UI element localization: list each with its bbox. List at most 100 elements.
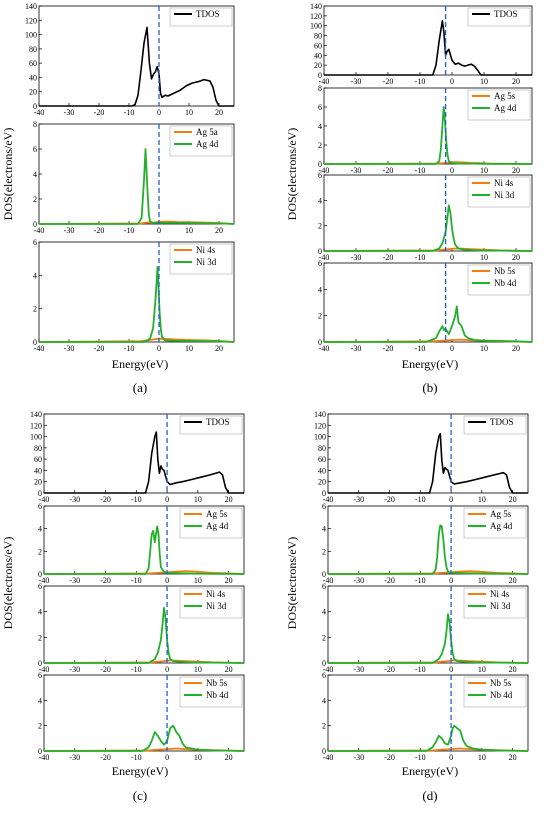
legend: Ag 5s Ag 4d <box>467 89 531 121</box>
legend-label: Nb 5s <box>490 678 512 688</box>
x-tick-label: -40 <box>39 665 50 674</box>
subplot: 0 2 4 6 -40 -30 -20 -10 0 10 20 Ag 5s Ag 4d <box>38 502 245 585</box>
y-tick-label: 100 <box>314 433 326 442</box>
y-tick-label: 2 <box>33 305 37 314</box>
y-tick-label: 120 <box>310 12 322 21</box>
x-tick-label: 0 <box>449 495 453 504</box>
series-line-ag-4d <box>328 524 529 575</box>
series-line-ni-3d <box>328 613 529 664</box>
y-tick-label: 4 <box>322 525 326 534</box>
x-tick-label: -10 <box>415 495 426 504</box>
x-tick-label: -30 <box>353 495 364 504</box>
series-line-ni-3d <box>39 266 235 343</box>
y-tick-label: 40 <box>29 73 37 82</box>
y-tick-label: 0 <box>322 489 326 498</box>
y-axis-label: DOS(electrons/eV) <box>1 128 15 221</box>
x-tick-label: -30 <box>69 495 80 504</box>
x-tick-label: -10 <box>124 108 135 117</box>
x-tick-label: -10 <box>415 576 426 585</box>
x-tick-label: -20 <box>384 665 395 674</box>
x-tick-label: 20 <box>225 495 233 504</box>
subplot: 0 2 4 6 -40 -30 -20 -10 0 10 20 Ni 4s Ni 3d <box>318 171 533 262</box>
legend-label: Nb 4d <box>494 278 517 288</box>
legend-label: TDOS <box>494 9 518 19</box>
y-tick-label: 80 <box>29 45 37 54</box>
y-tick-label: 20 <box>318 478 326 487</box>
x-tick-label: 10 <box>480 344 488 353</box>
y-tick-label: 6 <box>322 582 326 591</box>
series-line-tdos <box>39 26 234 107</box>
legend-label: Ni 4s <box>490 589 510 599</box>
y-tick-label: 6 <box>318 171 322 180</box>
legend: Ag 5s Ag 4d <box>179 507 243 539</box>
x-tick-label: -40 <box>323 753 334 762</box>
legend-label: Nb 4d <box>490 690 513 700</box>
y-tick-label: 2 <box>322 722 326 731</box>
y-tick-label: 0 <box>318 247 322 256</box>
y-tick-label: 6 <box>38 671 42 680</box>
x-tick-label: 20 <box>509 576 517 585</box>
series-line-tdos <box>328 432 528 494</box>
x-tick-label: -20 <box>384 753 395 762</box>
legend-label: TDOS <box>196 9 220 19</box>
x-tick-label: 10 <box>478 495 486 504</box>
legend: Ni 4s Ni 3d <box>169 243 233 275</box>
y-tick-label: 140 <box>310 2 322 11</box>
legend-label: Ni 3d <box>196 257 217 267</box>
legend: TDOS <box>467 7 531 27</box>
legend: TDOS <box>179 415 243 435</box>
x-tick-label: -40 <box>34 108 45 117</box>
y-tick-label: 4 <box>38 696 42 705</box>
x-tick-label: 20 <box>509 665 517 674</box>
legend-label: Ag 5s <box>206 509 228 519</box>
y-tick-label: 140 <box>30 410 42 419</box>
y-tick-label: 40 <box>34 466 42 475</box>
x-tick-label: -20 <box>94 344 105 353</box>
x-tick-label: 10 <box>478 753 486 762</box>
x-tick-label: -40 <box>319 344 330 353</box>
x-tick-label: -20 <box>100 495 111 504</box>
x-tick-label: 0 <box>165 753 169 762</box>
legend: Nb 5s Nb 4d <box>179 676 243 708</box>
x-tick-label: -30 <box>351 253 362 262</box>
x-tick-label: 20 <box>215 226 223 235</box>
legend-label: Ni 3d <box>206 601 227 611</box>
x-tick-label: -40 <box>323 495 334 504</box>
legend-label: Ag 5s <box>490 509 512 519</box>
y-tick-label: 0 <box>318 338 322 347</box>
x-tick-label: -20 <box>383 77 394 86</box>
x-tick-label: 0 <box>449 576 453 585</box>
x-tick-label: -10 <box>124 344 135 353</box>
x-tick-label: 10 <box>480 77 488 86</box>
x-tick-label: -30 <box>351 344 362 353</box>
y-tick-label: 60 <box>314 41 322 50</box>
y-tick-label: 20 <box>34 478 42 487</box>
y-tick-label: 6 <box>33 238 37 247</box>
subplot: 0 2 4 6 -40 -30 -20 -10 0 10 20 Ni 4s Ni 3d <box>33 238 235 353</box>
legend-box <box>467 7 531 27</box>
legend-label: Ni 3d <box>494 190 515 200</box>
legend: Ag 5s Ag 4d <box>463 507 527 539</box>
legend-label: Ni 4s <box>494 178 514 188</box>
x-tick-label: -10 <box>415 77 426 86</box>
subplot: 0 2 4 6 -40 -30 -20 -10 0 10 20 Nb 5s Nb 4d <box>322 671 529 762</box>
series-line-ag-4d <box>44 525 245 575</box>
y-tick-label: 20 <box>29 88 37 97</box>
plot-frame <box>38 5 235 107</box>
x-tick-label: 20 <box>509 495 517 504</box>
subplot: 0 2 4 6 8 -40 -30 -20 -10 0 10 20 Ag 5s Ag 4d <box>318 84 533 175</box>
y-tick-label: 40 <box>318 466 326 475</box>
y-tick-label: 4 <box>318 122 322 131</box>
x-tick-label: 20 <box>215 108 223 117</box>
x-tick-label: -20 <box>384 576 395 585</box>
x-tick-label: 10 <box>194 576 202 585</box>
x-tick-label: -30 <box>69 665 80 674</box>
y-tick-label: 4 <box>33 271 37 280</box>
y-tick-label: 2 <box>33 195 37 204</box>
x-tick-label: -40 <box>323 576 334 585</box>
x-tick-label: -20 <box>384 495 395 504</box>
x-tick-label: 20 <box>512 253 520 262</box>
